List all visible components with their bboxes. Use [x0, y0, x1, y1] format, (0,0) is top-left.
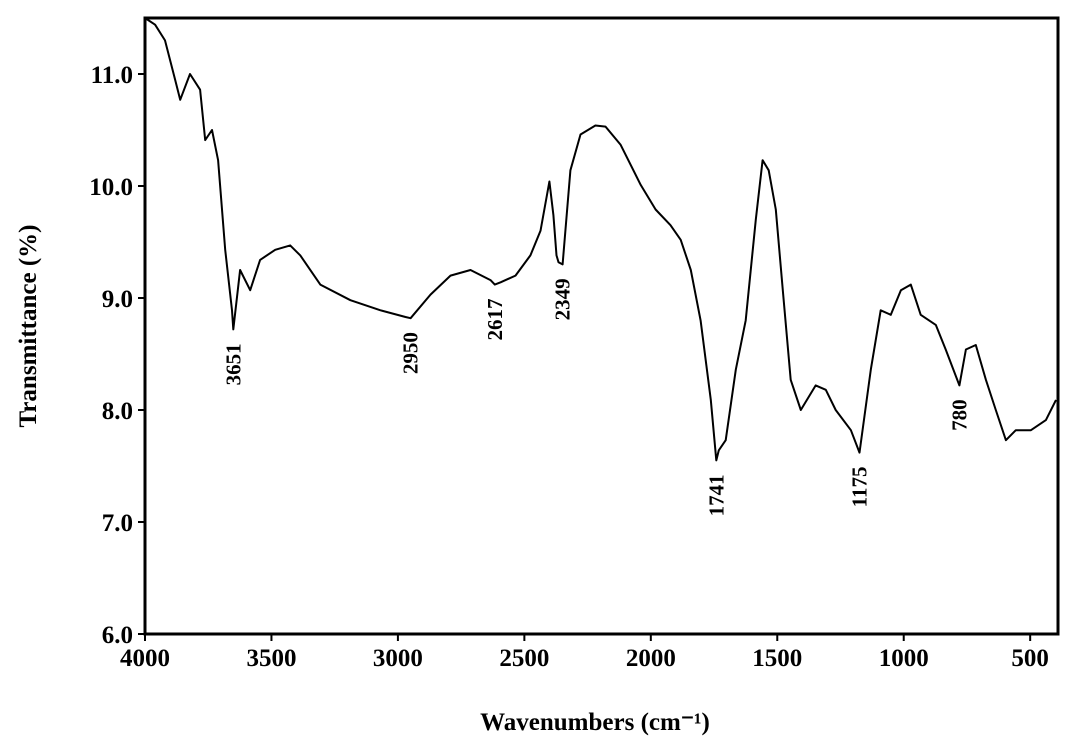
spectrum-line — [144, 17, 1057, 462]
peak-label: 1175 — [847, 467, 871, 508]
peak-label: 2950 — [399, 332, 423, 374]
x-axis-label: Wavenumbers (cm⁻¹) — [480, 709, 710, 736]
y-tick-label: 9.0 — [102, 286, 133, 313]
x-tick-label: 2500 — [499, 645, 549, 672]
y-tick-label: 11.0 — [91, 62, 133, 89]
x-tick-label: 2000 — [626, 645, 676, 672]
x-tick-label: 4000 — [120, 645, 170, 672]
y-axis-label: Transmittance (%) — [15, 225, 42, 428]
peak-label: 3651 — [221, 343, 245, 385]
peak-label: 2349 — [551, 278, 575, 320]
plot-frame — [143, 16, 1060, 636]
x-tick-label: 3000 — [373, 645, 423, 672]
x-tick-label: 3500 — [246, 645, 296, 672]
peak-label: 2617 — [483, 299, 507, 341]
y-tick-label: 6.0 — [102, 622, 133, 649]
peak-label: 1741 — [704, 474, 728, 516]
y-tick-label: 7.0 — [102, 510, 133, 537]
x-tick-label: 1500 — [752, 645, 802, 672]
y-tick-label: 8.0 — [102, 398, 133, 425]
x-tick-label: 500 — [1011, 645, 1049, 672]
y-tick-label: 10.0 — [89, 174, 133, 201]
x-tick-label: 1000 — [879, 645, 929, 672]
peak-label: 780 — [947, 399, 971, 431]
